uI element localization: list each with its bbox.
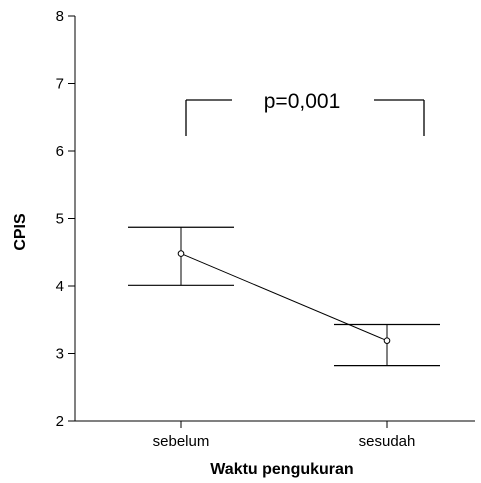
significance-bracket: p=0,001 (185, 90, 425, 136)
y-tick-label: 6 (56, 143, 64, 160)
y-tick-label: 7 (56, 76, 64, 93)
x-axis-title: Waktu pengukuran (210, 461, 353, 478)
y-axis-ticks: 2 3 4 5 6 7 8 (56, 8, 75, 430)
y-axis-title: CPIS (12, 213, 29, 251)
y-tick-label: 5 (56, 211, 64, 228)
y-tick-label: 4 (56, 278, 64, 295)
data-point (177, 250, 185, 257)
y-tick-label: 2 (56, 413, 64, 430)
x-axis-ticks: sebelum sesudah (153, 421, 416, 450)
series-line (180, 253, 388, 342)
series-group (128, 226, 440, 367)
x-tick-label: sesudah (359, 433, 416, 450)
y-tick-label: 3 (56, 346, 64, 363)
x-tick-label: sebelum (153, 433, 210, 450)
y-tick-label: 8 (56, 8, 64, 25)
p-value-annotation: p=0,001 (264, 90, 341, 113)
data-point (383, 337, 391, 344)
